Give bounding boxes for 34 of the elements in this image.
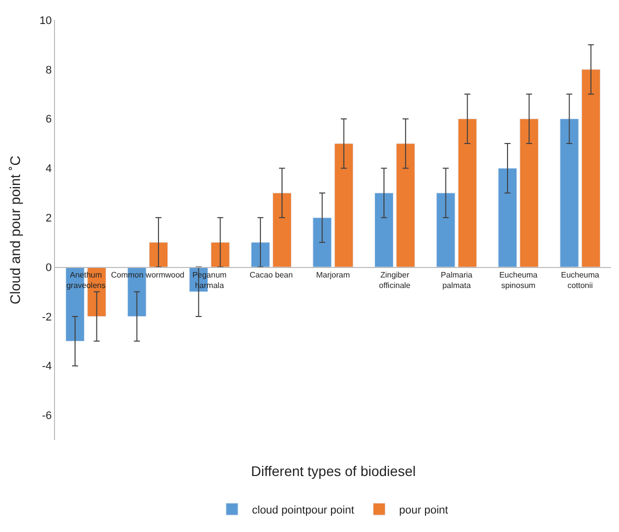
bar	[560, 118, 579, 268]
y-tick-label: 6	[46, 114, 52, 126]
y-axis-title: Cloud and pour point ˚C	[7, 156, 24, 304]
bar	[334, 143, 354, 268]
bar	[498, 168, 518, 268]
bar	[458, 118, 477, 268]
legend-label: pour point	[399, 504, 448, 516]
y-tick-label: 8	[46, 64, 52, 76]
y-tick-label: -4	[42, 360, 52, 373]
x-tick-label: Cacao bean	[250, 270, 293, 280]
bar	[436, 192, 456, 268]
x-tick-label: Marjoram	[316, 270, 350, 280]
bar	[374, 192, 394, 268]
x-tick-label: Zingiber officinale	[379, 270, 412, 290]
x-tick-label: Eucheuma cottonii	[560, 270, 600, 290]
x-axis-title: Different types of biodiesel	[251, 463, 416, 479]
x-tick-label: Palmaria palmata	[440, 270, 473, 290]
y-tick-label: -6	[42, 410, 52, 422]
y-tick-label: 10	[40, 14, 52, 27]
x-tick-label: Eucheuma spinosum	[499, 270, 538, 290]
y-tick-label: -2	[42, 311, 52, 324]
bar	[250, 242, 270, 268]
bar	[148, 242, 168, 268]
bar	[581, 69, 600, 268]
x-tick-label: Anethum graveolens	[66, 270, 106, 290]
bar	[520, 118, 539, 268]
bar	[272, 192, 292, 268]
legend-label: cloud pointpour point	[252, 504, 354, 516]
y-tick-label: 2	[46, 212, 52, 224]
bar	[210, 242, 230, 268]
bar	[312, 217, 332, 268]
y-tick-label: 4	[46, 163, 52, 176]
bar	[396, 143, 416, 268]
y-tick-label: 0	[46, 262, 52, 274]
